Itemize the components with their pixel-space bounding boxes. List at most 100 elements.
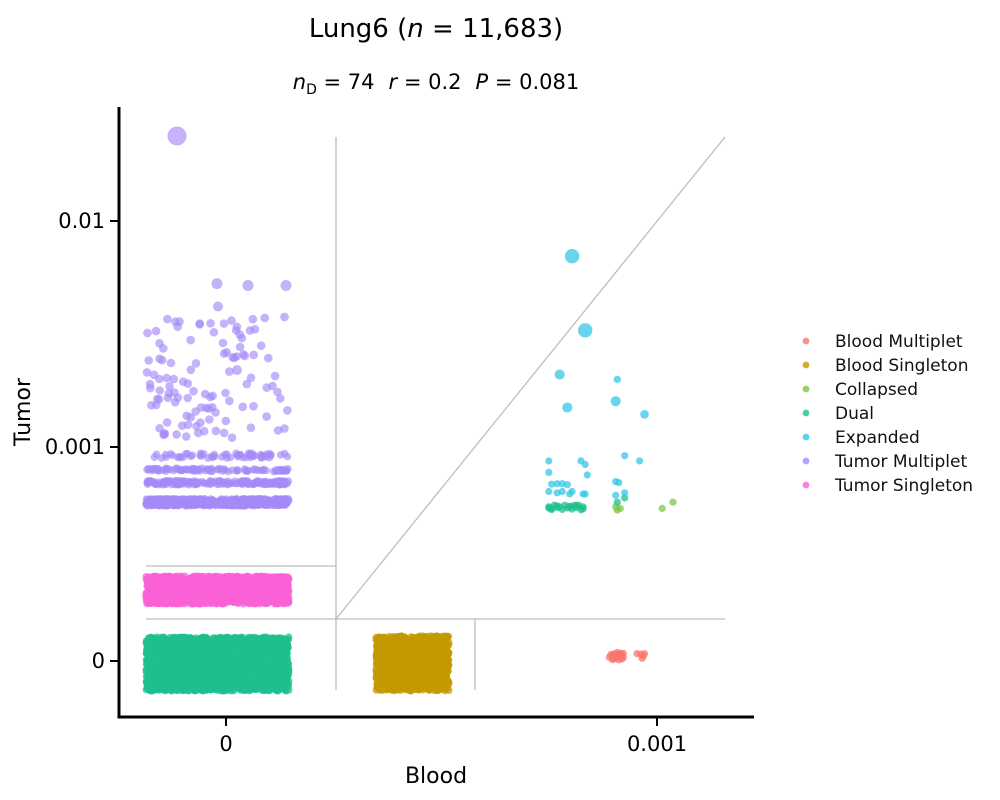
- point-blood-singleton: [423, 678, 431, 686]
- point-dual: [284, 665, 292, 673]
- point-dual: [162, 682, 170, 690]
- point-dual: [257, 679, 265, 688]
- point-blood-singleton: [443, 658, 451, 667]
- point-dual: [243, 656, 252, 664]
- diagonal-guide: [335, 136, 726, 620]
- point-dual: [187, 653, 195, 661]
- point-dual: [225, 683, 233, 691]
- point-blood-singleton: [442, 676, 450, 684]
- point-blood-singleton: [402, 646, 411, 654]
- point-dual: [243, 681, 251, 689]
- point-dual: [199, 634, 207, 642]
- chart-subtitle: nD = 74 r = 0.2 P = 0.081: [293, 70, 580, 98]
- point-dual: [178, 659, 186, 667]
- point-dual: [197, 660, 205, 669]
- point-dual: [160, 649, 168, 657]
- point-dual: [191, 684, 199, 692]
- point-dual: [219, 668, 227, 677]
- point-dual: [202, 686, 210, 694]
- point-blood-singleton: [401, 633, 409, 642]
- point-blood-singleton: [422, 635, 430, 643]
- point-dual: [209, 637, 217, 646]
- point-dual: [172, 634, 180, 642]
- point-dual: [261, 660, 269, 668]
- point-dual: [168, 657, 176, 665]
- point-dual: [281, 658, 289, 666]
- point-dual: [225, 641, 233, 649]
- point-dual: [249, 670, 257, 678]
- point-dual: [214, 647, 222, 655]
- point-dual: [178, 635, 186, 643]
- point-blood-singleton: [409, 669, 417, 677]
- point-blood-singleton: [391, 667, 399, 675]
- point-blood-singleton: [443, 664, 451, 672]
- point-dual: [159, 671, 167, 679]
- point-blood-singleton: [437, 680, 445, 689]
- point-dual: [243, 640, 251, 648]
- point-dual: [233, 680, 241, 688]
- point-blood-singleton: [423, 667, 431, 675]
- point-dual: [202, 672, 210, 680]
- point-dual: [282, 687, 290, 695]
- point-blood-singleton: [424, 658, 432, 667]
- point-dual: [250, 645, 258, 653]
- point-blood-singleton: [385, 685, 393, 693]
- point-dual: [258, 634, 266, 642]
- point-blood-singleton: [434, 646, 442, 654]
- chart-title: Lung6 (n = 11,683): [309, 14, 563, 44]
- point-blood-singleton: [376, 653, 384, 661]
- point-dual: [284, 644, 292, 652]
- point-dual: [277, 676, 285, 684]
- guide-lines: [146, 136, 726, 690]
- point-blood-singleton: [418, 682, 426, 691]
- point-dual: [188, 667, 196, 676]
- point-dual: [172, 666, 180, 674]
- point-blood-singleton: [429, 667, 437, 675]
- points-layer: [142, 126, 677, 695]
- point-blood-singleton: [384, 670, 392, 678]
- point-blood-singleton: [378, 640, 386, 649]
- point-dual: [276, 635, 284, 643]
- point-dual: [272, 647, 280, 655]
- point-blood-singleton: [438, 670, 446, 678]
- point-blood-singleton: [425, 648, 434, 656]
- point-dual: [262, 684, 270, 692]
- point-dual: [199, 650, 207, 658]
- point-blood-singleton: [409, 676, 418, 684]
- point-blood-singleton: [404, 680, 412, 688]
- point-dual: [151, 635, 159, 643]
- point-dual: [145, 672, 153, 680]
- point-dual: [233, 675, 241, 683]
- point-blood-singleton: [391, 685, 399, 693]
- point-dual: [162, 642, 170, 651]
- point-blood-singleton: [408, 642, 416, 650]
- point-dual: [221, 677, 229, 685]
- point-dual: [158, 634, 166, 643]
- point-blood-singleton: [436, 664, 444, 672]
- point-dual: [142, 686, 150, 694]
- point-dual: [205, 680, 213, 688]
- point-dual: [184, 681, 192, 689]
- point-blood-singleton: [396, 660, 404, 668]
- point-dual: [179, 652, 187, 660]
- point-dual: [159, 665, 167, 674]
- point-blood-singleton: [387, 640, 395, 649]
- point-blood-singleton: [392, 674, 400, 682]
- point-dual: [179, 641, 188, 649]
- point-dual: [207, 661, 215, 669]
- point-blood-singleton: [410, 685, 418, 693]
- point-blood-singleton: [383, 676, 391, 684]
- point-dual: [248, 662, 256, 671]
- point-blood-singleton: [442, 635, 450, 643]
- point-blood-singleton: [373, 667, 381, 675]
- point-dual: [267, 642, 275, 650]
- point-blood-singleton: [433, 634, 441, 642]
- point-blood-singleton: [414, 647, 422, 655]
- point-dual: [154, 641, 162, 649]
- point-dual: [268, 661, 276, 669]
- point-dual: [229, 660, 237, 668]
- point-dual: [282, 676, 290, 684]
- point-dual: [158, 657, 166, 665]
- point-dual: [172, 642, 181, 650]
